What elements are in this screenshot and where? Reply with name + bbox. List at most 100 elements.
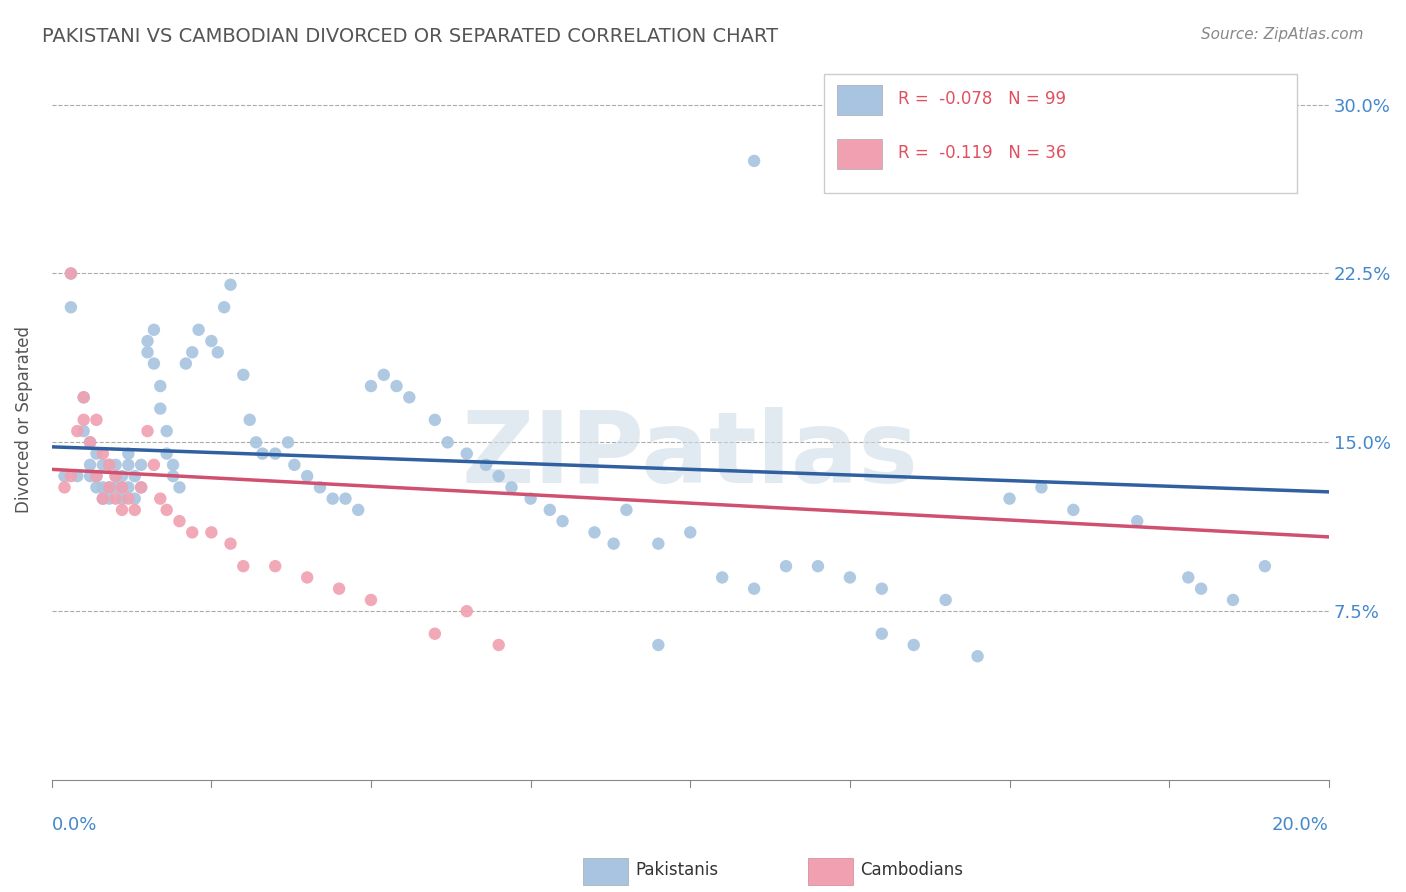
Point [59,267,82,281]
Point [264,559,287,574]
Point [200,334,222,348]
Point [142,357,165,371]
Point [742,582,765,596]
Point [111,469,134,483]
Point [488,469,510,483]
Point [79,435,101,450]
FancyBboxPatch shape [824,74,1296,193]
Point [59,267,82,281]
Point [903,638,925,652]
Point [73,390,96,404]
Point [129,480,152,494]
Point [124,503,146,517]
Point [117,458,139,472]
Point [335,491,357,506]
Point [322,491,344,506]
Text: Cambodians: Cambodians [860,861,963,879]
Point [295,469,318,483]
Point [142,458,165,472]
Point [551,514,574,528]
Point [79,458,101,472]
Point [162,469,184,483]
Point [73,390,96,404]
Point [136,424,159,438]
Point [111,503,134,517]
Point [91,447,114,461]
Point [156,424,179,438]
Point [245,435,267,450]
Point [59,469,82,483]
Text: R =  -0.078   N = 99: R = -0.078 N = 99 [898,90,1066,108]
Point [98,480,121,494]
Point [616,503,638,517]
Point [373,368,395,382]
Point [1222,593,1244,607]
Point [136,345,159,359]
Point [1062,503,1084,517]
Point [838,570,860,584]
Point [149,401,172,416]
Point [870,582,893,596]
Point [104,469,127,483]
Point [117,480,139,494]
Point [66,424,89,438]
Point [711,570,734,584]
FancyBboxPatch shape [837,139,882,169]
Point [91,491,114,506]
Point [207,345,229,359]
Point [283,458,305,472]
Point [142,323,165,337]
Point [679,525,702,540]
Point [91,480,114,494]
Point [174,357,197,371]
Y-axis label: Divorced or Separated: Divorced or Separated [15,326,32,513]
Point [181,525,204,540]
Point [264,447,287,461]
Point [602,536,624,550]
Point [117,491,139,506]
Point [98,491,121,506]
Point [385,379,408,393]
Point [538,503,561,517]
Point [742,153,765,168]
Point [966,649,988,664]
Point [169,514,191,528]
Point [360,379,382,393]
Point [200,525,222,540]
Point [98,458,121,472]
Point [360,593,382,607]
Point [232,368,254,382]
Point [1031,480,1053,494]
Point [187,323,209,337]
Point [519,491,541,506]
Point [583,525,606,540]
Point [252,447,274,461]
Point [169,480,191,494]
Point [124,491,146,506]
Point [647,536,669,550]
FancyBboxPatch shape [837,85,882,115]
Point [870,626,893,640]
Text: 0.0%: 0.0% [52,816,97,834]
Point [647,638,669,652]
Point [91,458,114,472]
Point [111,480,134,494]
Point [86,447,108,461]
Point [104,491,127,506]
Point [91,491,114,506]
Point [219,536,242,550]
Point [53,469,76,483]
Point [129,458,152,472]
Text: ZIPatlas: ZIPatlas [461,408,918,504]
Point [86,469,108,483]
Point [98,480,121,494]
Point [79,469,101,483]
Point [86,480,108,494]
Point [1254,559,1277,574]
Point [309,480,332,494]
Point [423,413,446,427]
Point [111,491,134,506]
Point [104,480,127,494]
Point [1189,582,1212,596]
Text: R =  -0.119   N = 36: R = -0.119 N = 36 [898,145,1067,162]
